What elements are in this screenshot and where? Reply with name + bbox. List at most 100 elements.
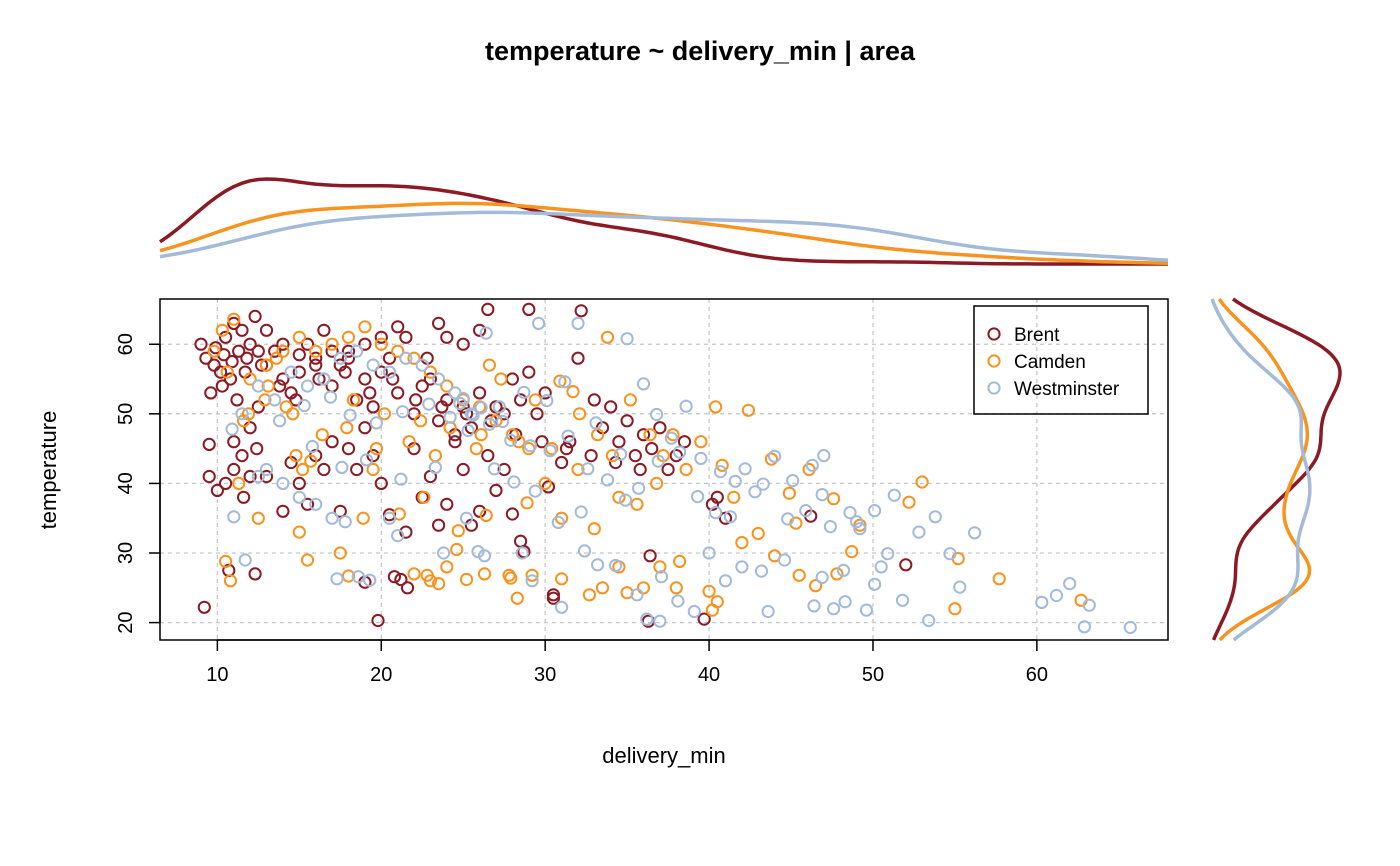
- point-camden-93: [694, 435, 708, 449]
- point-brent-6: [199, 351, 213, 365]
- point-brent-104: [563, 435, 577, 449]
- point-camden-7: [296, 462, 310, 477]
- point-westminster-107: [561, 429, 575, 443]
- point-westminster-131: [540, 394, 554, 408]
- point-westminster-25: [640, 612, 654, 626]
- point-westminster-5: [292, 490, 306, 504]
- point-westminster-113: [673, 445, 687, 459]
- point-brent-126: [899, 558, 913, 572]
- point-brent-146: [225, 355, 239, 369]
- point-camden-129: [520, 496, 534, 510]
- point-camden-74: [220, 365, 234, 379]
- point-westminster-106: [543, 444, 557, 458]
- point-camden-97: [741, 403, 756, 417]
- point-brent-138: [309, 358, 323, 372]
- point-brent-47: [481, 302, 495, 316]
- point-westminster-66: [723, 510, 738, 524]
- point-westminster-140: [428, 460, 442, 474]
- y-tick-label-3: 50: [115, 403, 137, 425]
- point-brent-75: [358, 421, 372, 435]
- point-westminster-6: [309, 497, 323, 511]
- point-camden-123: [304, 454, 318, 468]
- point-westminster-2: [251, 469, 265, 484]
- point-westminster-130: [517, 385, 531, 399]
- point-brent-44: [456, 400, 470, 414]
- point-camden-71: [227, 312, 241, 326]
- point-westminster-49: [1049, 588, 1064, 603]
- point-brent-94: [481, 449, 495, 463]
- point-westminster-122: [836, 563, 851, 578]
- point-camden-62: [374, 337, 388, 351]
- point-westminster-33: [754, 564, 769, 578]
- point-westminster-50: [1063, 577, 1077, 591]
- point-westminster-8: [330, 572, 344, 586]
- point-westminster-55: [928, 510, 942, 524]
- point-brent-102: [541, 480, 556, 494]
- point-westminster-136: [551, 515, 565, 530]
- point-westminster-72: [636, 377, 651, 391]
- point-camden-65: [325, 337, 339, 351]
- point-westminster-120: [805, 458, 819, 472]
- point-camden-117: [369, 442, 383, 456]
- y-tick-label-1: 30: [115, 542, 137, 564]
- point-camden-10: [366, 462, 380, 477]
- point-camden-33: [710, 595, 724, 609]
- point-brent-105: [571, 351, 585, 365]
- point-westminster-128: [474, 401, 488, 415]
- point-westminster-139: [487, 462, 501, 476]
- point-westminster-91: [251, 379, 265, 393]
- point-westminster-60: [823, 520, 838, 534]
- point-camden-29: [653, 560, 667, 574]
- point-westminster-58: [853, 522, 867, 536]
- point-westminster-90: [268, 393, 282, 407]
- point-brent-35: [382, 351, 397, 365]
- point-brent-7: [207, 358, 221, 372]
- point-brent-54: [538, 386, 552, 400]
- point-brent-27: [317, 323, 331, 337]
- point-brent-73: [341, 442, 356, 456]
- point-brent-162: [584, 449, 598, 463]
- point-camden-59: [423, 365, 437, 379]
- point-camden-128: [479, 508, 493, 523]
- point-westminster-46: [943, 547, 957, 561]
- point-westminster-96: [323, 390, 338, 404]
- point-westminster-43: [881, 547, 895, 561]
- point-camden-73: [207, 344, 221, 358]
- point-brent-50: [505, 372, 520, 386]
- point-brent-97: [505, 507, 520, 521]
- point-westminster-78: [464, 407, 478, 421]
- point-camden-50: [571, 462, 585, 477]
- point-brent-81: [394, 572, 408, 587]
- point-brent-93: [473, 504, 487, 518]
- point-westminster-13: [391, 529, 405, 543]
- point-camden-2: [232, 476, 246, 490]
- point-brent-19: [248, 309, 262, 323]
- point-brent-25: [300, 337, 315, 351]
- point-brent-90: [448, 435, 462, 449]
- point-camden-112: [494, 372, 508, 386]
- point-brent-21: [268, 344, 282, 358]
- point-westminster-134: [614, 447, 628, 461]
- point-westminster-3: [259, 462, 274, 477]
- point-westminster-56: [887, 488, 901, 502]
- point-brent-0: [197, 600, 211, 614]
- point-westminster-87: [317, 372, 331, 386]
- point-brent-95: [489, 483, 503, 497]
- point-westminster-99: [396, 405, 410, 419]
- point-westminster-16: [471, 545, 485, 559]
- point-westminster-20: [555, 600, 569, 614]
- point-westminster-24: [630, 588, 644, 602]
- point-brent-130: [440, 330, 454, 344]
- point-camden-30: [669, 581, 683, 595]
- point-brent-67: [292, 476, 306, 490]
- right-density-brent: [1211, 297, 1342, 641]
- point-brent-163: [609, 455, 623, 470]
- point-brent-78: [382, 508, 397, 522]
- point-westminster-63: [781, 512, 795, 526]
- point-brent-137: [325, 344, 339, 358]
- point-camden-87: [573, 407, 587, 421]
- point-westminster-52: [1082, 598, 1096, 612]
- point-brent-79: [371, 613, 385, 628]
- point-camden-72: [215, 323, 229, 337]
- point-camden-127: [451, 524, 465, 538]
